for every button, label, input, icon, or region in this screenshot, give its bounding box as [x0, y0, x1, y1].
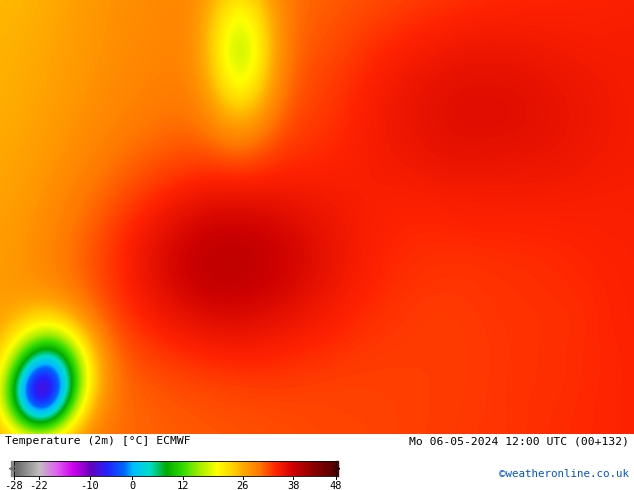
Text: -10: -10	[81, 481, 100, 490]
Text: 26: 26	[236, 481, 249, 490]
Text: ©weatheronline.co.uk: ©weatheronline.co.uk	[499, 469, 629, 479]
Text: -28: -28	[4, 481, 23, 490]
Text: Temperature (2m) [°C] ECMWF: Temperature (2m) [°C] ECMWF	[5, 437, 191, 446]
Text: 48: 48	[330, 481, 342, 490]
Text: 0: 0	[129, 481, 136, 490]
Text: Mo 06-05-2024 12:00 UTC (00+132): Mo 06-05-2024 12:00 UTC (00+132)	[409, 437, 629, 446]
Text: 12: 12	[177, 481, 190, 490]
Text: 38: 38	[287, 481, 300, 490]
Text: -22: -22	[30, 481, 48, 490]
